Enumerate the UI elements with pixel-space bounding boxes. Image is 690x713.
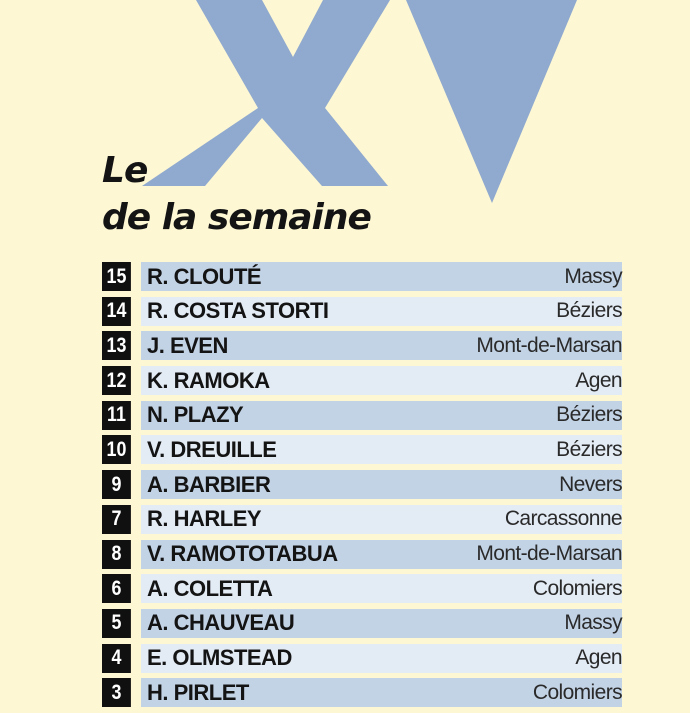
list-item: 7 R. HARLEY Carcassonne xyxy=(102,504,623,534)
player-name: N. PLAZY xyxy=(147,402,244,428)
list-item: 14 R. COSTA STORTI Béziers xyxy=(102,296,623,326)
player-club: Agen xyxy=(575,368,622,392)
list-item: 15 R. CLOUTÉ Massy xyxy=(102,262,623,291)
player-band: A. COLETTA Colomiers xyxy=(141,574,623,604)
player-club: Agen xyxy=(575,646,622,670)
jersey-number: 3 xyxy=(102,678,131,708)
player-club: Nevers xyxy=(559,472,623,496)
player-club: Colomiers xyxy=(532,576,623,600)
x-letter-shape xyxy=(142,0,390,186)
player-band: N. PLAZY Béziers xyxy=(141,400,623,430)
player-name: K. RAMOKA xyxy=(147,367,270,393)
jersey-number: 12 xyxy=(102,366,131,396)
player-club: Massy xyxy=(564,611,622,635)
player-name: H. PIRLET xyxy=(147,679,249,705)
list-item: 11 N. PLAZY Béziers xyxy=(102,400,623,430)
list-item: 8 V. RAMOTOTABUA Mont-de-Marsan xyxy=(102,539,623,569)
v-letter-shape xyxy=(406,0,577,203)
player-name: J. EVEN xyxy=(147,332,228,358)
player-club: Béziers xyxy=(556,437,622,461)
player-band: V. DREUILLE Béziers xyxy=(141,435,623,465)
list-item: 6 A. COLETTA Colomiers xyxy=(102,574,623,604)
jersey-number: 13 xyxy=(102,331,131,361)
list-item: 3 H. PIRLET Colomiers xyxy=(102,678,623,708)
player-club: Béziers xyxy=(556,403,622,427)
player-band: R. HARLEY Carcassonne xyxy=(141,504,623,534)
list-item: 12 K. RAMOKA Agen xyxy=(102,366,623,396)
jersey-number: 15 xyxy=(102,262,131,291)
player-club: Béziers xyxy=(556,299,622,323)
player-name: R. COSTA STORTI xyxy=(147,298,329,324)
player-club: Massy xyxy=(564,264,622,288)
jersey-number: 9 xyxy=(102,470,131,500)
player-band: E. OLMSTEAD Agen xyxy=(141,643,623,673)
player-name: A. COLETTA xyxy=(147,575,273,601)
jersey-number: 6 xyxy=(102,574,131,604)
player-club: Carcassonne xyxy=(504,507,623,531)
player-name: A. BARBIER xyxy=(147,471,271,497)
player-club: Mont-de-Marsan xyxy=(476,333,622,357)
player-club: Colomiers xyxy=(532,680,623,704)
player-band: R. COSTA STORTI Béziers xyxy=(141,296,623,326)
player-band: A. BARBIER Nevers xyxy=(141,470,623,500)
player-band: A. CHAUVEAU Massy xyxy=(141,608,623,638)
player-name: V. RAMOTOTABUA xyxy=(147,541,338,566)
jersey-number: 5 xyxy=(102,608,131,638)
list-item: 9 A. BARBIER Nevers xyxy=(102,470,623,500)
player-name: V. DREUILLE xyxy=(147,436,277,462)
list-item: 10 V. DREUILLE Béziers xyxy=(102,435,623,465)
player-name: R. HARLEY xyxy=(147,506,262,532)
jersey-number: 14 xyxy=(102,296,131,326)
jersey-number: 7 xyxy=(102,504,131,534)
player-list: 15 R. CLOUTÉ Massy 14 R. COSTA STORTI Béziers… xyxy=(102,262,623,713)
player-name: A. CHAUVEAU xyxy=(147,610,295,636)
title-line-1: Le xyxy=(102,150,148,191)
jersey-number: 8 xyxy=(102,539,131,569)
player-club: Mont-de-Marsan xyxy=(476,542,622,565)
xv-logo: XV xyxy=(142,0,577,203)
player-band: J. EVEN Mont-de-Marsan xyxy=(141,331,623,361)
jersey-number: 10 xyxy=(102,435,131,465)
list-item: 5 A. CHAUVEAU Massy xyxy=(102,608,623,638)
list-item: 13 J. EVEN Mont-de-Marsan xyxy=(102,331,623,361)
player-band: V. RAMOTOTABUA Mont-de-Marsan xyxy=(141,539,623,569)
player-name: E. OLMSTEAD xyxy=(147,645,292,671)
player-name: R. CLOUTÉ xyxy=(147,263,262,289)
jersey-number: 4 xyxy=(102,643,131,673)
player-band: R. CLOUTÉ Massy xyxy=(141,262,623,291)
jersey-number: 11 xyxy=(102,400,131,430)
list-item: 4 E. OLMSTEAD Agen xyxy=(102,643,623,673)
player-band: H. PIRLET Colomiers xyxy=(141,678,623,708)
player-band: K. RAMOKA Agen xyxy=(141,366,623,396)
title-line-2: de la semaine xyxy=(102,197,372,238)
